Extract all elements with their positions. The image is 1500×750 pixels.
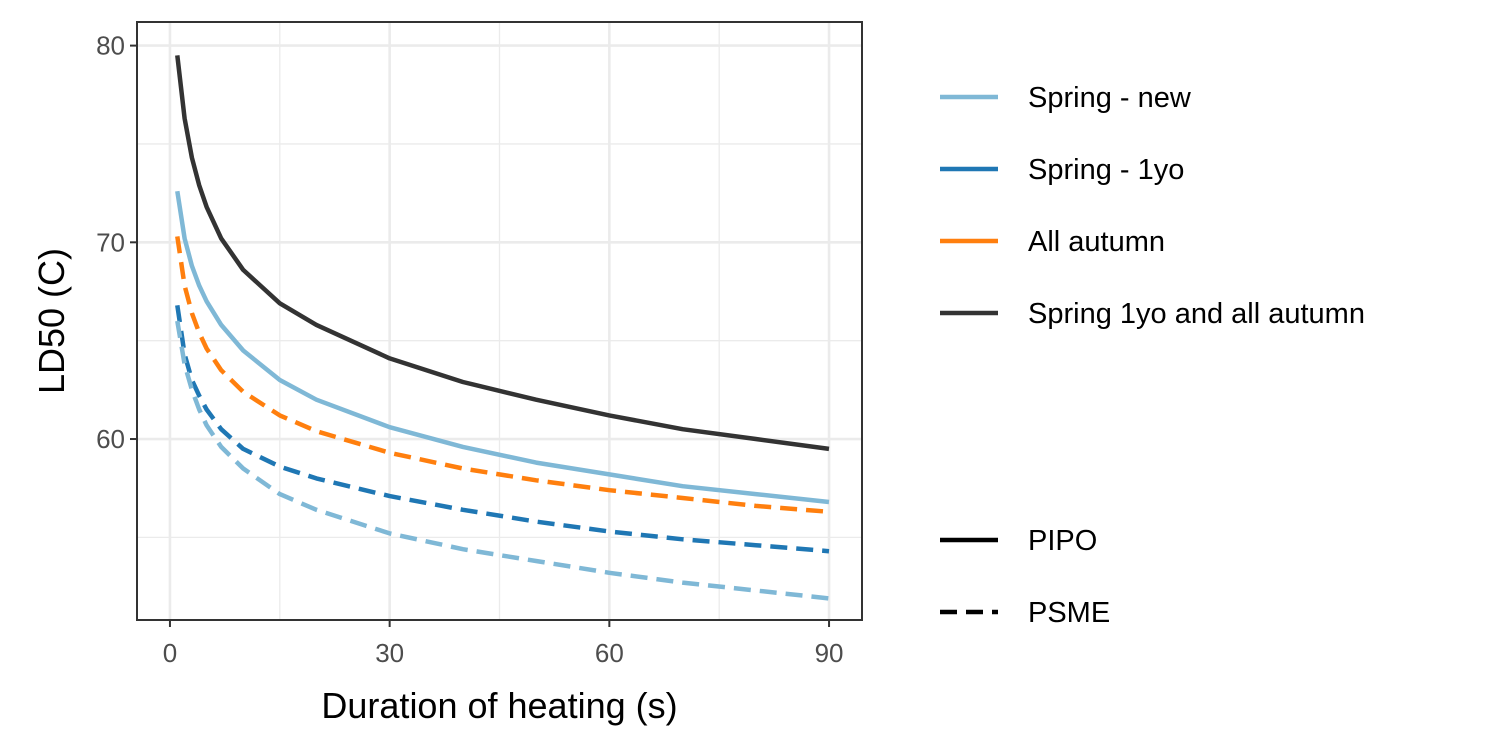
y-tick-label: 60 bbox=[96, 424, 125, 454]
linetype-legend: PIPO PSME bbox=[940, 525, 1110, 629]
legend-label-pipo: PIPO bbox=[1028, 525, 1097, 557]
series-line-all-autumn-psme bbox=[175, 236, 830, 515]
series-line-spring-new-psme bbox=[175, 320, 830, 601]
x-tick-label: 0 bbox=[163, 638, 177, 668]
x-tick-label: 30 bbox=[375, 638, 404, 668]
grid-minor bbox=[137, 22, 862, 620]
panel-border bbox=[136, 21, 863, 621]
series-line-spring-new-pipo bbox=[175, 190, 830, 505]
color-legend: Spring - new Spring - 1yo All autumn Spring… bbox=[940, 82, 1365, 330]
legend-label-spring-1yo-and-all-autumn: Spring 1yo and all autumn bbox=[1028, 298, 1365, 330]
series-line-spring-1yo-and-all-autumn-pipo bbox=[175, 55, 830, 452]
legend-label-spring-new: Spring - new bbox=[1028, 82, 1192, 114]
y-tick-label: 70 bbox=[96, 227, 125, 257]
legend-label-psme: PSME bbox=[1028, 597, 1110, 629]
y-axis-title: LD50 (C) bbox=[31, 248, 72, 394]
grid-major bbox=[137, 22, 862, 620]
x-tick-label: 90 bbox=[815, 638, 844, 668]
x-axis: 0 30 60 90 bbox=[163, 620, 844, 668]
x-axis-title: Duration of heating (s) bbox=[321, 685, 677, 726]
series-line-spring-1yo-psme bbox=[175, 304, 830, 554]
y-tick-label: 80 bbox=[96, 31, 125, 61]
legend-label-all-autumn: All autumn bbox=[1028, 226, 1165, 258]
legend-label-spring-1yo: Spring - 1yo bbox=[1028, 154, 1184, 186]
series-layer bbox=[175, 55, 830, 601]
y-axis: 60 70 80 bbox=[96, 31, 137, 454]
x-tick-label: 60 bbox=[595, 638, 624, 668]
